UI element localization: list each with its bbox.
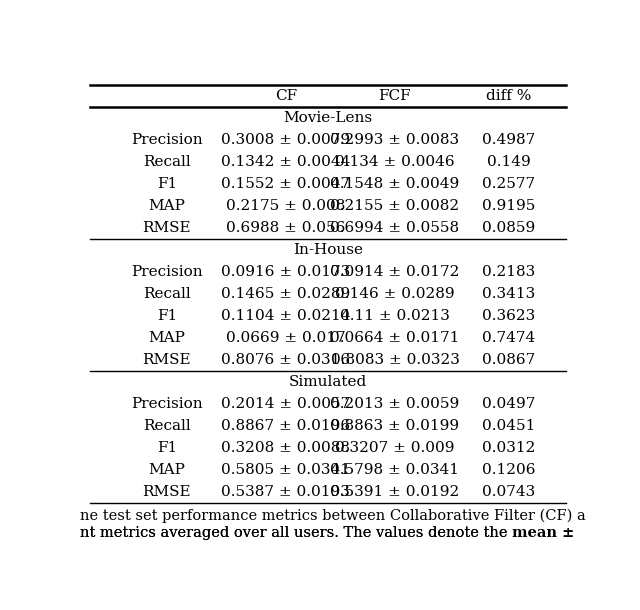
Text: ne test set performance metrics between Collaborative Filter (CF) a: ne test set performance metrics between … xyxy=(80,509,586,523)
Text: 0.0859: 0.0859 xyxy=(483,221,536,235)
Text: nt metrics averaged over all users. The values denote the: nt metrics averaged over all users. The … xyxy=(80,526,512,539)
Text: 0.0497: 0.0497 xyxy=(483,397,536,411)
Text: 0.8083 ± 0.0323: 0.8083 ± 0.0323 xyxy=(330,353,460,367)
Text: 0.6994 ± 0.0558: 0.6994 ± 0.0558 xyxy=(330,221,460,235)
Text: 0.1465 ± 0.0289: 0.1465 ± 0.0289 xyxy=(221,287,351,301)
Text: 0.1552 ± 0.0047: 0.1552 ± 0.0047 xyxy=(221,177,351,191)
Text: Simulated: Simulated xyxy=(289,375,367,389)
Text: 0.0664 ± 0.0171: 0.0664 ± 0.0171 xyxy=(330,331,460,345)
Text: MAP: MAP xyxy=(148,463,185,477)
Text: 0.2993 ± 0.0083: 0.2993 ± 0.0083 xyxy=(330,133,460,147)
Text: 0.3623: 0.3623 xyxy=(483,309,536,323)
Text: 0.0451: 0.0451 xyxy=(483,419,536,433)
Text: 0.8867 ± 0.0196: 0.8867 ± 0.0196 xyxy=(221,419,351,433)
Text: RMSE: RMSE xyxy=(143,485,191,499)
Text: 0.6988 ± 0.056: 0.6988 ± 0.056 xyxy=(226,221,346,235)
Text: RMSE: RMSE xyxy=(143,221,191,235)
Text: Precision: Precision xyxy=(131,397,203,411)
Text: 0.11 ± 0.0213: 0.11 ± 0.0213 xyxy=(340,309,450,323)
Text: 0.2183: 0.2183 xyxy=(483,265,536,279)
Text: MAP: MAP xyxy=(148,199,185,213)
Text: 0.0312: 0.0312 xyxy=(483,441,536,455)
Text: Recall: Recall xyxy=(143,419,191,433)
Text: MAP: MAP xyxy=(148,331,185,345)
Text: 0.0669 ± 0.017: 0.0669 ± 0.017 xyxy=(226,331,346,345)
Text: 0.1104 ± 0.0214: 0.1104 ± 0.0214 xyxy=(221,309,351,323)
Text: mean ±: mean ± xyxy=(512,526,574,539)
Text: 0.5805 ± 0.0341: 0.5805 ± 0.0341 xyxy=(221,463,350,477)
Text: 0.8076 ± 0.0316: 0.8076 ± 0.0316 xyxy=(221,353,351,367)
Text: F1: F1 xyxy=(157,309,177,323)
Text: 0.2155 ± 0.0082: 0.2155 ± 0.0082 xyxy=(330,199,460,213)
Text: 0.2577: 0.2577 xyxy=(483,177,536,191)
Text: diff %: diff % xyxy=(486,89,532,103)
Text: 0.1206: 0.1206 xyxy=(483,463,536,477)
Text: 0.3008 ± 0.0079: 0.3008 ± 0.0079 xyxy=(221,133,351,147)
Text: 0.2175 ± 0.008: 0.2175 ± 0.008 xyxy=(226,199,346,213)
Text: 0.0867: 0.0867 xyxy=(483,353,536,367)
Text: 0.5391 ± 0.0192: 0.5391 ± 0.0192 xyxy=(330,485,460,499)
Text: F1: F1 xyxy=(157,441,177,455)
Text: Recall: Recall xyxy=(143,155,191,169)
Text: 0.8863 ± 0.0199: 0.8863 ± 0.0199 xyxy=(330,419,460,433)
Text: 0.149: 0.149 xyxy=(487,155,531,169)
Text: CF: CF xyxy=(275,89,297,103)
Text: 0.0743: 0.0743 xyxy=(483,485,536,499)
Text: 0.2013 ± 0.0059: 0.2013 ± 0.0059 xyxy=(330,397,460,411)
Text: RMSE: RMSE xyxy=(143,353,191,367)
Text: 0.1342 ± 0.0044: 0.1342 ± 0.0044 xyxy=(221,155,351,169)
Text: Recall: Recall xyxy=(143,287,191,301)
Text: 0.146 ± 0.0289: 0.146 ± 0.0289 xyxy=(335,287,455,301)
Text: 0.5387 ± 0.0193: 0.5387 ± 0.0193 xyxy=(221,485,350,499)
Text: 0.3207 ± 0.009: 0.3207 ± 0.009 xyxy=(335,441,454,455)
Text: FCF: FCF xyxy=(379,89,412,103)
Text: 0.134 ± 0.0046: 0.134 ± 0.0046 xyxy=(335,155,455,169)
Text: 0.0916 ± 0.0173: 0.0916 ± 0.0173 xyxy=(221,265,351,279)
Text: Precision: Precision xyxy=(131,133,203,147)
Text: 0.5798 ± 0.0341: 0.5798 ± 0.0341 xyxy=(330,463,460,477)
Text: In-House: In-House xyxy=(293,243,363,257)
Text: 0.2014 ± 0.0057: 0.2014 ± 0.0057 xyxy=(221,397,351,411)
Text: 0.3413: 0.3413 xyxy=(483,287,536,301)
Text: 0.3208 ± 0.0088: 0.3208 ± 0.0088 xyxy=(221,441,350,455)
Text: Movie-Lens: Movie-Lens xyxy=(284,111,372,125)
Text: 0.4987: 0.4987 xyxy=(483,133,536,147)
Text: 0.7474: 0.7474 xyxy=(483,331,536,345)
Text: F1: F1 xyxy=(157,177,177,191)
Text: 0.1548 ± 0.0049: 0.1548 ± 0.0049 xyxy=(330,177,460,191)
Text: nt metrics averaged over all users. The values denote the: nt metrics averaged over all users. The … xyxy=(80,526,512,539)
Text: Precision: Precision xyxy=(131,265,203,279)
Text: 0.9195: 0.9195 xyxy=(483,199,536,213)
Text: 0.0914 ± 0.0172: 0.0914 ± 0.0172 xyxy=(330,265,460,279)
